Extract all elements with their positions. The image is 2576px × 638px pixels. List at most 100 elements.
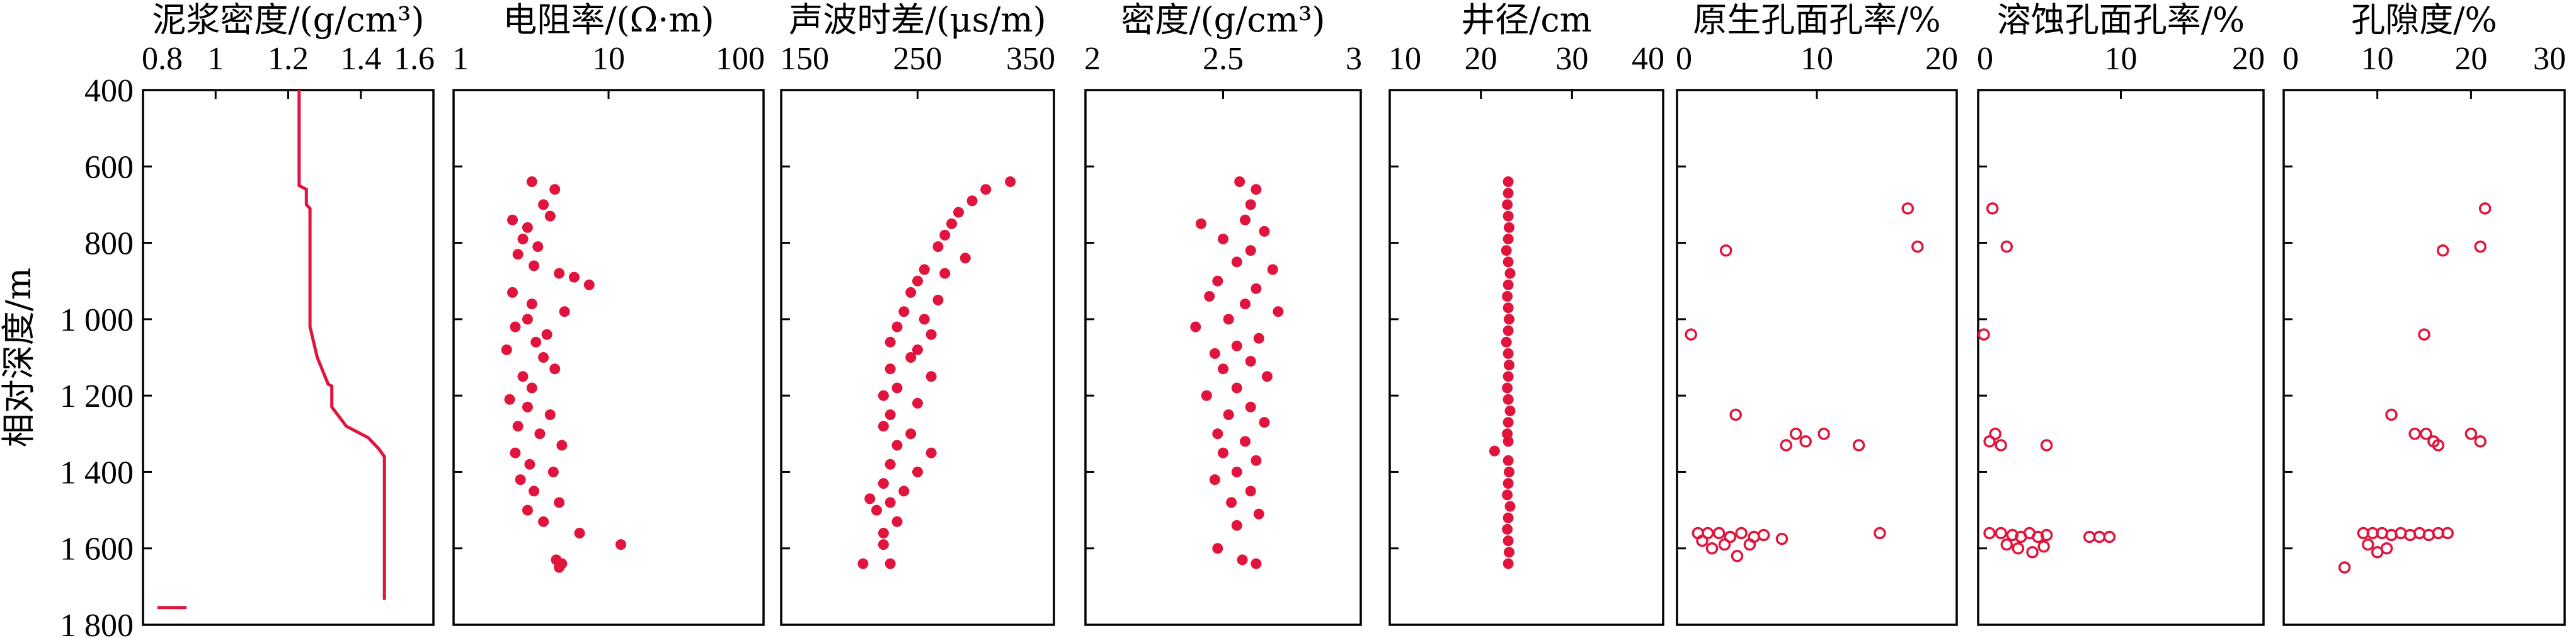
data-point xyxy=(515,474,526,486)
data-point xyxy=(1757,528,1770,542)
data-point xyxy=(2408,428,2421,440)
panel-7: 溶蚀孔面孔率/%0 10 20 xyxy=(1977,0,2265,626)
data-point xyxy=(532,241,544,253)
data-point xyxy=(2338,561,2351,574)
panel-title: 密度/(g/cm³) xyxy=(1121,0,1325,40)
data-point xyxy=(512,249,524,260)
data-point xyxy=(1789,428,1802,440)
data-point xyxy=(1503,436,1514,447)
panel-title: 电阻率/(Ω·m) xyxy=(503,0,714,40)
data-point xyxy=(526,299,537,310)
panel-frame xyxy=(780,89,1055,626)
panel-2: 电阻率/(Ω·m) 1 10 100 xyxy=(452,0,765,626)
data-point xyxy=(891,382,903,394)
data-point xyxy=(1705,542,1719,555)
data-point xyxy=(1223,314,1234,325)
mud-density-line xyxy=(297,90,386,600)
data-point xyxy=(1729,408,1742,421)
data-point xyxy=(522,314,533,325)
data-point xyxy=(1503,325,1514,336)
data-point xyxy=(1212,543,1223,554)
x-tick-label: 20 xyxy=(1465,41,1497,77)
data-point xyxy=(878,390,889,401)
data-point xyxy=(1218,447,1228,459)
data-point xyxy=(939,229,951,241)
data-point xyxy=(1978,328,1990,341)
panel-6: 原生孔面孔率/%0 10 20 xyxy=(1676,0,1958,626)
data-point xyxy=(1503,279,1514,290)
x-tick-label: 0 xyxy=(1977,41,1993,77)
panel-title: 原生孔面孔率/% xyxy=(1693,0,1941,40)
data-point xyxy=(1204,291,1215,302)
data-point xyxy=(1251,184,1262,195)
y-tick-label: 400 xyxy=(84,73,134,109)
x-tick-label: 3 xyxy=(1346,41,1362,77)
data-point xyxy=(1231,382,1242,394)
data-point xyxy=(912,344,923,355)
data-point xyxy=(547,466,559,477)
data-point xyxy=(966,195,978,207)
panel-frame xyxy=(142,89,435,626)
data-point xyxy=(1502,199,1513,210)
x-tick-label: 0.8 xyxy=(142,41,183,77)
data-point xyxy=(2037,540,2050,553)
data-point xyxy=(1901,202,1915,215)
data-point xyxy=(1504,501,1516,512)
data-point xyxy=(1209,348,1220,359)
data-point xyxy=(2441,527,2454,540)
data-point xyxy=(1775,532,1789,545)
x-tick-label: 1.2 xyxy=(268,41,309,77)
data-point xyxy=(1504,405,1516,416)
data-point xyxy=(912,275,923,287)
data-point xyxy=(529,260,540,271)
data-point xyxy=(1503,371,1514,382)
data-point xyxy=(1231,256,1242,268)
data-point xyxy=(1818,428,1830,440)
data-point xyxy=(1212,428,1223,440)
data-point xyxy=(2000,240,2013,253)
x-tick-label: 1 xyxy=(207,41,224,77)
x-tick-label: 10 xyxy=(1388,41,1421,77)
data-point xyxy=(1724,530,1737,544)
data-point xyxy=(1267,264,1278,275)
data-point xyxy=(912,397,923,409)
panel-title: 泥浆密度/(g/cm³) xyxy=(152,0,424,40)
panel-4: 密度/(g/cm³) 2 2.5 3 xyxy=(1084,0,1362,626)
data-point xyxy=(2083,530,2096,544)
data-point xyxy=(1502,291,1513,302)
data-point xyxy=(884,336,896,348)
data-point xyxy=(1504,268,1516,279)
data-point xyxy=(2474,240,2487,253)
y-tick-label: 600 xyxy=(84,149,134,185)
data-point xyxy=(1504,360,1514,371)
data-point xyxy=(1253,333,1264,344)
data-point xyxy=(1503,455,1514,466)
data-point xyxy=(1874,527,1886,540)
x-tick-label: 10 xyxy=(592,41,625,77)
data-point xyxy=(1503,188,1514,199)
data-point xyxy=(534,428,546,440)
data-point xyxy=(526,176,537,187)
data-point xyxy=(2012,542,2025,555)
data-point xyxy=(554,562,565,573)
data-point xyxy=(959,253,971,264)
y-axis-label: 相对深度/m xyxy=(0,268,38,447)
x-tick-label: 250 xyxy=(893,41,942,77)
data-point xyxy=(1503,394,1514,405)
data-point xyxy=(538,199,549,210)
x-tick-label: 150 xyxy=(780,41,829,77)
panel-1: 泥浆密度/(g/cm³)0.8 1 1.2 1.4 1.6 xyxy=(142,0,435,626)
data-point xyxy=(1234,176,1245,187)
data-point xyxy=(884,363,896,375)
data-point xyxy=(1251,455,1262,466)
x-tick-label: 10 xyxy=(2105,41,2138,77)
data-point xyxy=(529,486,540,497)
data-point xyxy=(1231,466,1242,477)
data-point xyxy=(549,363,561,375)
data-point xyxy=(2026,546,2039,559)
y-tick-label: 1 400 xyxy=(60,455,134,491)
data-point xyxy=(1005,176,1016,187)
data-point xyxy=(2420,428,2432,440)
data-point xyxy=(504,394,515,405)
